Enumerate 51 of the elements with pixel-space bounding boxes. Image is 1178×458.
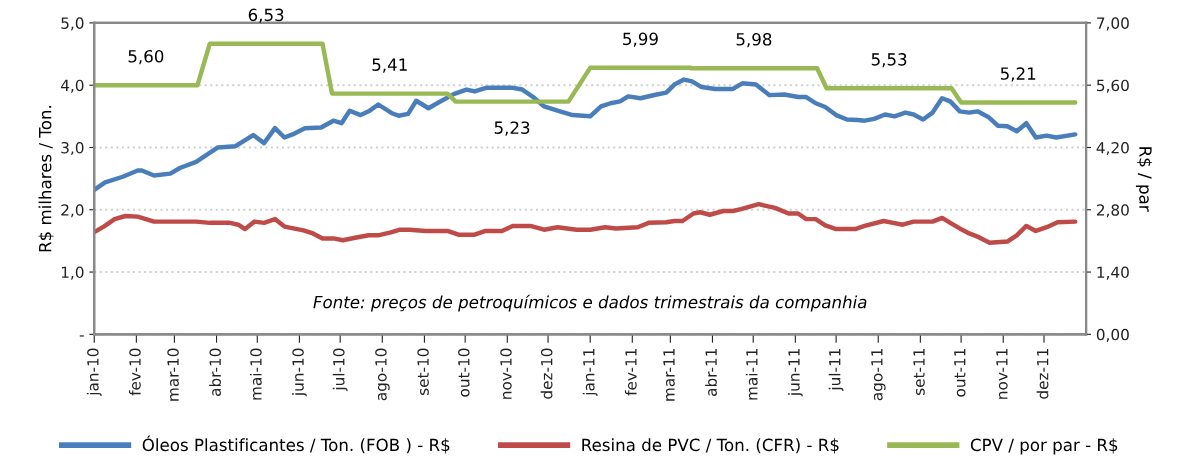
x-tick-label: jun-11 — [787, 348, 803, 397]
x-tick-label: mai-10 — [249, 348, 262, 400]
annotation: Fonte: preços de petroquímicos e dados trimestrais da companhia — [313, 294, 867, 312]
annotation: 5,99 — [623, 32, 658, 47]
y-tick-label: 4,0 — [60, 79, 84, 93]
y2-tick-label: 7,00 — [1097, 17, 1129, 31]
x-tick-label: out-11 — [954, 348, 966, 397]
x-tick-label: nov-11 — [996, 348, 1008, 399]
x-tick-label: dez-10 — [540, 348, 553, 399]
x-tick-label: jun-10 — [292, 348, 307, 397]
x-tick-label: set-10 — [417, 348, 429, 396]
y2-axis-title: R$ / par — [1135, 147, 1153, 212]
legend-label: Resina de PVC / Ton. (CFR) - R$ — [582, 438, 839, 454]
x-tick-label: dez-11 — [1036, 348, 1049, 399]
y2-tick-label: 2,80 — [1096, 204, 1129, 218]
y-tick-label: 2,0 — [61, 204, 84, 218]
x-tick-label: jan-11 — [582, 348, 598, 397]
y-tick-label: 1,0 — [61, 266, 84, 280]
x-tick-label: mar-11 — [663, 348, 675, 401]
y2-tick-label: 5,60 — [1097, 79, 1129, 93]
annotation: 5,23 — [494, 121, 530, 136]
legend-label: Óleos Plastificantes / Ton. (FOB ) - R$ — [142, 435, 450, 454]
y2-tick-label: 4,20 — [1096, 141, 1129, 156]
legend-label: CPV / por par - R$ — [970, 438, 1118, 455]
x-tick-label: ago-11 — [871, 348, 886, 401]
annotation: 5,53 — [871, 53, 907, 68]
x-tick-label: ago-10 — [375, 348, 390, 401]
y-tick-label: 5,0 — [61, 17, 84, 31]
x-tick-label: jul-11 — [828, 348, 844, 391]
x-tick-label: mai-11 — [745, 348, 758, 400]
annotation: 5,98 — [736, 33, 772, 48]
y-tick-label: 3,0 — [61, 141, 84, 156]
line-series — [94, 201, 1078, 245]
x-tick-label: jan-10 — [86, 348, 102, 397]
y-tick-label: - — [79, 335, 84, 337]
y2-tick-label: 0,00 — [1096, 328, 1129, 342]
x-tick-label: abr-11 — [705, 348, 717, 396]
annotation: 5,60 — [128, 49, 164, 65]
annotation: 5,21 — [1000, 67, 1036, 82]
x-tick-label: out-10 — [458, 348, 470, 397]
x-tick-label: nov-10 — [500, 348, 512, 399]
annotation: 5,41 — [372, 58, 407, 73]
y-axis-title: R$ milhares / Ton. — [38, 106, 54, 252]
x-tick-label: abr-10 — [209, 348, 221, 396]
text: 6,53 — [248, 8, 284, 23]
x-tick-label: jul-10 — [332, 348, 348, 391]
x-tick-label: fev-11 — [624, 348, 637, 396]
y2-tick-label: 1,40 — [1097, 266, 1129, 280]
x-tick-label: set-11 — [913, 348, 925, 396]
x-tick-label: mar-10 — [167, 348, 179, 401]
x-tick-label: fev-10 — [128, 348, 141, 396]
